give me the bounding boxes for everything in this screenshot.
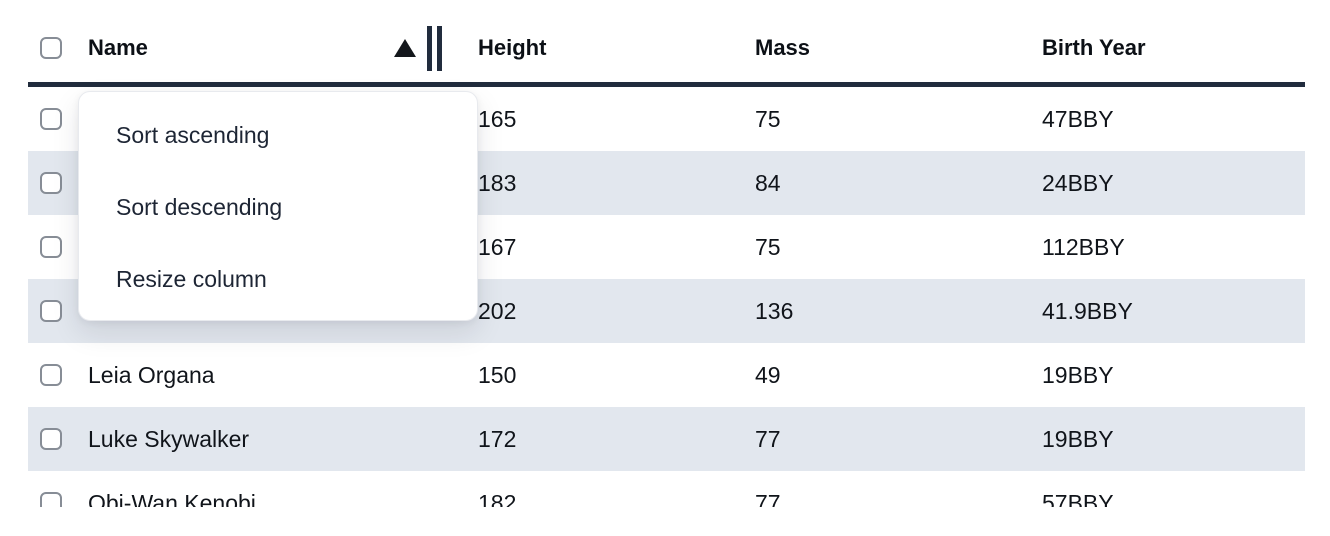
menu-item-sort-descending[interactable]: Sort descending — [116, 193, 283, 220]
row-checkbox[interactable] — [40, 364, 62, 386]
cell-mass: 77 — [755, 489, 781, 508]
cell-mass: 49 — [755, 361, 781, 388]
table-header-row: Name Height Mass Birth Year — [28, 0, 1305, 87]
column-label-height: Height — [478, 35, 547, 60]
table-row: Luke Skywalker 172 77 19BBY — [28, 407, 1305, 471]
column-label-name: Name — [88, 35, 148, 60]
column-menu: Sort ascending Sort descending Resize co… — [78, 91, 478, 321]
data-table: Name Height Mass Birth Year 165 75 — [28, 0, 1305, 507]
header-checkbox-cell — [28, 37, 76, 59]
column-label-mass: Mass — [755, 35, 811, 60]
cell-birth-year: 19BBY — [1042, 361, 1114, 388]
cell-birth-year: 19BBY — [1042, 425, 1114, 452]
row-checkbox[interactable] — [40, 236, 62, 258]
cell-birth-year: 57BBY — [1042, 489, 1114, 508]
row-checkbox[interactable] — [40, 492, 62, 507]
menu-item-sort-ascending[interactable]: Sort ascending — [116, 121, 270, 148]
column-resize-handle[interactable] — [427, 25, 442, 71]
header-cell-name[interactable]: Name — [76, 25, 448, 71]
header-cell-height[interactable]: Height — [448, 35, 726, 61]
cell-birth-year: 41.9BBY — [1042, 297, 1133, 324]
row-checkbox[interactable] — [40, 172, 62, 194]
cell-birth-year: 112BBY — [1042, 233, 1125, 260]
row-checkbox[interactable] — [40, 428, 62, 450]
select-all-checkbox[interactable] — [40, 37, 62, 59]
cell-name: Leia Organa — [88, 361, 215, 388]
cell-mass: 136 — [755, 297, 794, 324]
cell-height: 150 — [478, 361, 517, 388]
cell-height: 182 — [478, 489, 517, 508]
header-cell-birth-year[interactable]: Birth Year — [1013, 35, 1305, 61]
cell-birth-year: 47BBY — [1042, 105, 1114, 132]
cell-height: 165 — [478, 105, 517, 132]
cell-height: 172 — [478, 425, 517, 452]
sort-ascending-icon — [394, 39, 416, 57]
table-row: Obi-Wan Kenobi 182 77 57BBY — [28, 471, 1305, 507]
menu-item-resize-column[interactable]: Resize column — [116, 265, 267, 292]
table-row: Leia Organa 150 49 19BBY — [28, 343, 1305, 407]
cell-height: 202 — [478, 297, 517, 324]
column-label-birth-year: Birth Year — [1042, 35, 1146, 60]
cell-height: 183 — [478, 169, 517, 196]
cell-mass: 75 — [755, 233, 781, 260]
cell-height: 167 — [478, 233, 517, 260]
cell-name: Obi-Wan Kenobi — [88, 489, 256, 508]
row-checkbox[interactable] — [40, 300, 62, 322]
cell-mass: 75 — [755, 105, 781, 132]
cell-mass: 84 — [755, 169, 781, 196]
cell-mass: 77 — [755, 425, 781, 452]
header-cell-mass[interactable]: Mass — [726, 35, 1013, 61]
row-checkbox[interactable] — [40, 108, 62, 130]
cell-birth-year: 24BBY — [1042, 169, 1114, 196]
table-viewport: Name Height Mass Birth Year 165 75 — [28, 0, 1305, 507]
cell-name: Luke Skywalker — [88, 425, 250, 452]
table-body: 165 75 47BBY 183 84 24BBY 167 75 112BBY — [28, 87, 1305, 507]
